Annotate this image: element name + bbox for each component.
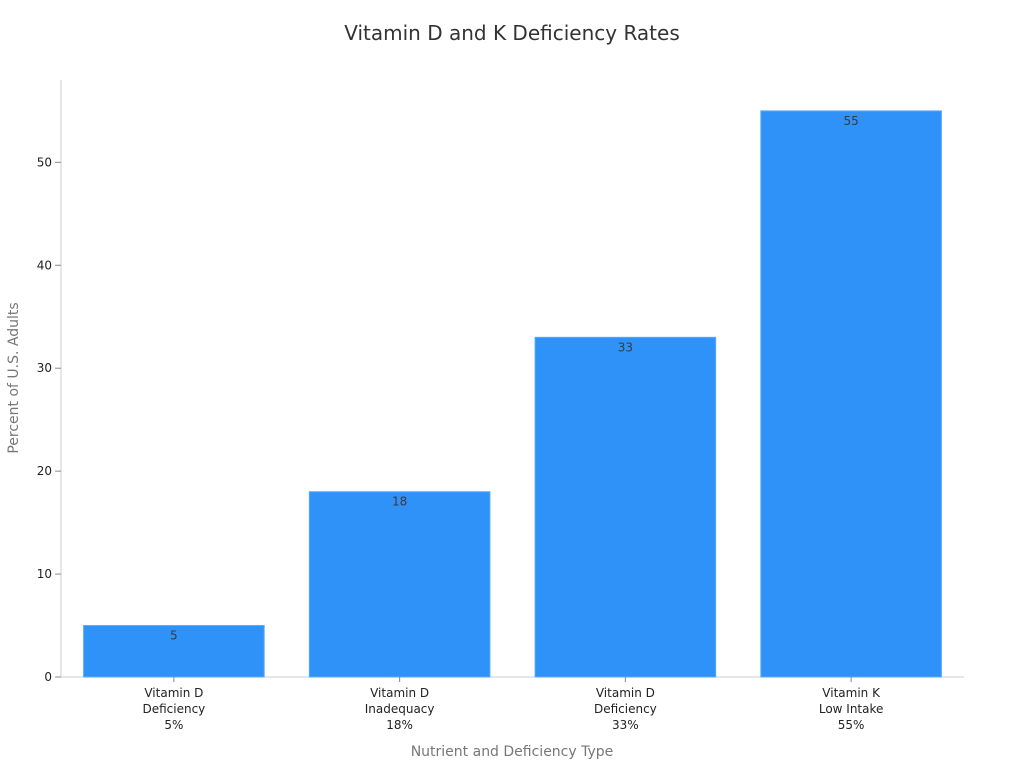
x-axis-ticks: Vitamin D Deficiency 5% Vitamin D Inadequacy… — [142, 677, 883, 732]
x-tick-label-line: 55% — [838, 718, 865, 732]
bar — [308, 491, 491, 678]
y-tick-label: 10 — [37, 567, 52, 581]
x-axis-title: Nutrient and Deficiency Type — [411, 744, 614, 760]
y-tick-label: 20 — [37, 464, 52, 478]
x-tick-label: Vitamin K Low Intake 55% — [819, 686, 884, 732]
x-tick-label-line: Vitamin D — [596, 686, 655, 700]
x-tick-label-line: Inadequacy — [365, 702, 435, 716]
bar — [760, 110, 942, 678]
bar-value-label: 18 — [392, 495, 407, 509]
x-tick-label-line: Deficiency — [594, 702, 657, 716]
x-tick-label-line: Deficiency — [142, 702, 205, 716]
x-tick-label-line: 5% — [164, 718, 183, 732]
x-tick-label-line: Vitamin D — [370, 686, 429, 700]
y-tick-label: 40 — [37, 258, 52, 272]
y-tick-label: 50 — [37, 155, 52, 169]
y-tick-label: 0 — [44, 670, 52, 684]
x-tick-label-line: Vitamin D — [144, 686, 203, 700]
x-tick-label: Vitamin D Inadequacy 18% — [365, 686, 435, 732]
x-tick-label-line: 18% — [386, 718, 413, 732]
bar — [83, 625, 265, 678]
bar-value-label: 55 — [843, 114, 858, 128]
y-tick-label: 30 — [37, 361, 52, 375]
x-tick-label-line: 33% — [612, 718, 639, 732]
x-tick-label-line: Vitamin K — [822, 686, 881, 700]
plot-area: 0 10 20 30 40 50 5 18 33 55 Vitamin D Deficiency 5… — [37, 80, 964, 732]
x-tick-label-line: Low Intake — [819, 702, 884, 716]
bar-value-label: 5 — [170, 629, 178, 643]
bar-value-label: 33 — [618, 340, 633, 354]
x-tick-label: Vitamin D Deficiency 33% — [594, 686, 657, 732]
x-tick-label: Vitamin D Deficiency 5% — [142, 686, 205, 732]
y-axis-ticks: 0 10 20 30 40 50 — [37, 155, 61, 684]
chart-title: Vitamin D and K Deficiency Rates — [344, 21, 680, 45]
bar — [534, 336, 717, 678]
y-axis-title: Percent of U.S. Adults — [6, 302, 22, 453]
bars: 5 18 33 55 — [83, 110, 942, 678]
